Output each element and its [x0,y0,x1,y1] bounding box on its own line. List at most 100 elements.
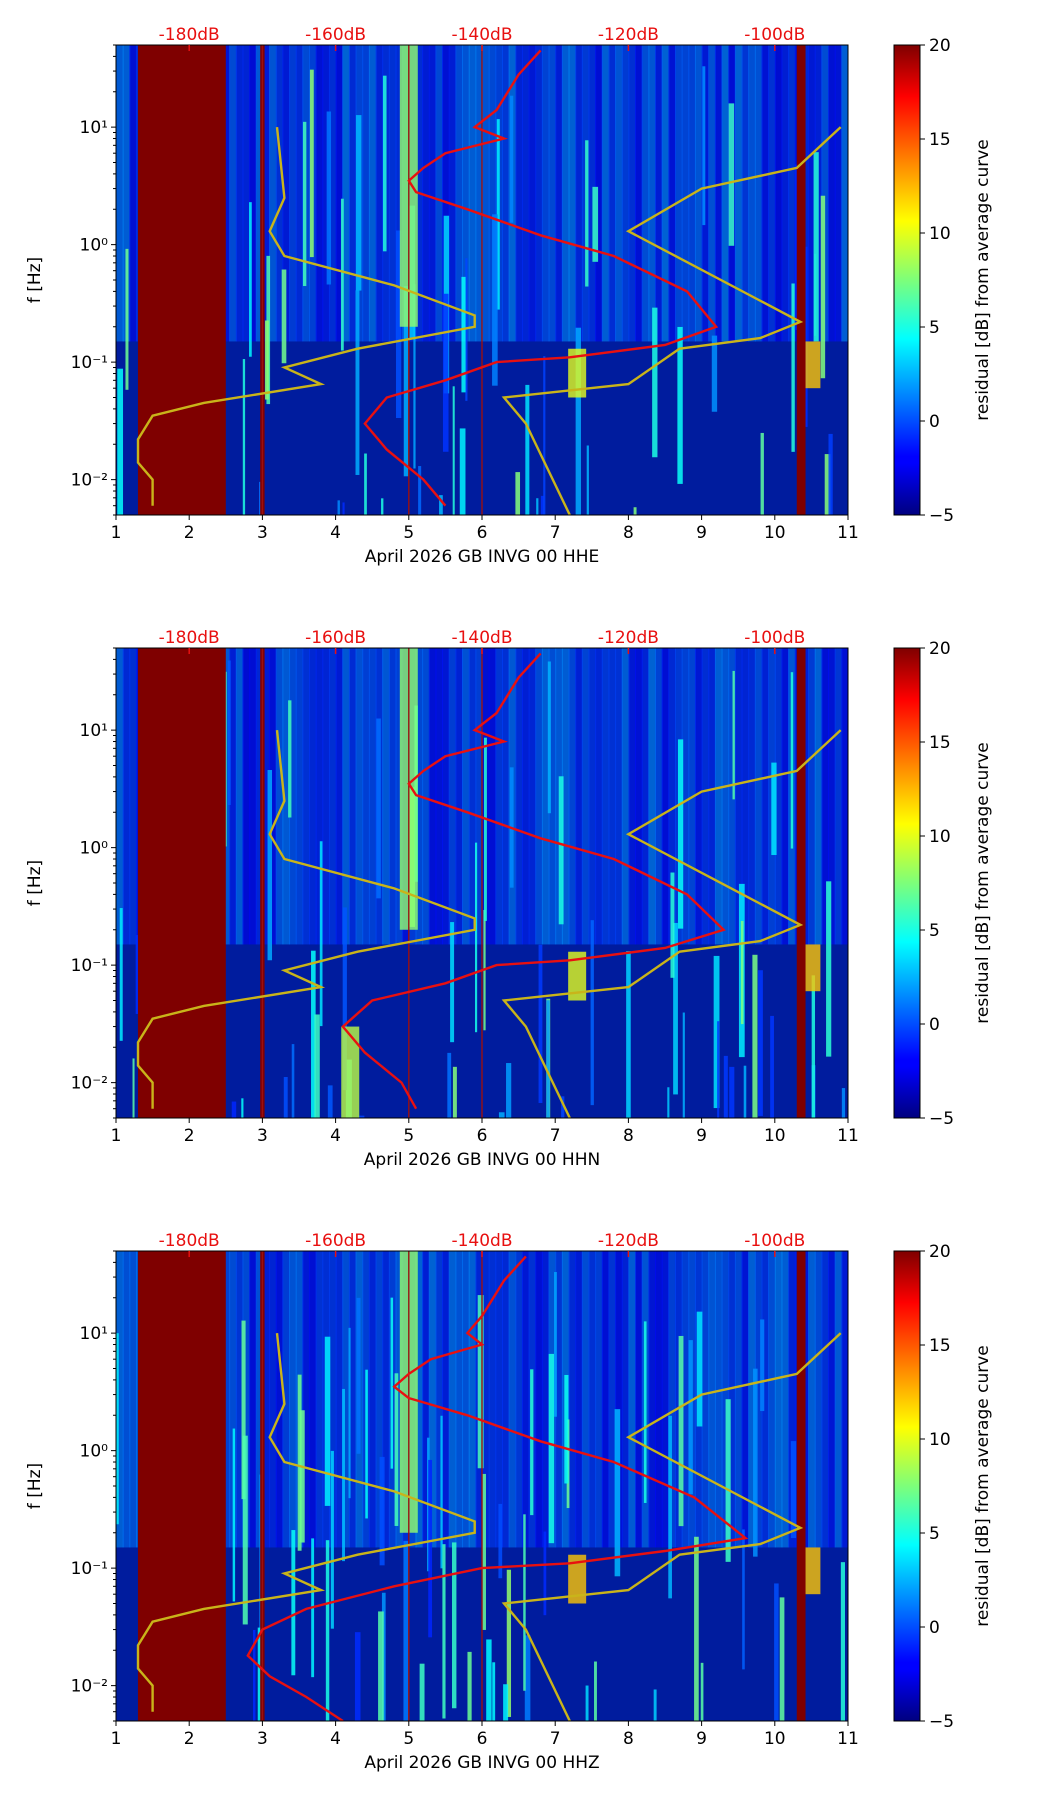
curve-3 [501,126,842,515]
x-tick-label: 11 [837,1729,859,1749]
colorbar-tick-label: 15 [929,1336,951,1356]
x-tick-label: 6 [477,523,488,543]
x-tick-label: 9 [696,1126,707,1146]
x-tick-label: 5 [403,1126,414,1146]
colorbar-tick-label: 5 [929,1524,940,1544]
x-tick-label: 7 [550,1729,561,1749]
x-tick-label: 8 [623,1126,634,1146]
colorbar-label: residual [dB] from average curve [973,1345,993,1626]
colorbar-tick-label: −5 [929,506,954,526]
colorbar-tick-label: 20 [929,36,951,56]
curve-3 [501,729,842,1118]
colorbar-tick-label: 15 [929,733,951,753]
x-tick-label: 9 [696,523,707,543]
x-tick-label: 8 [623,523,634,543]
x-tick-label: 2 [184,1126,195,1146]
y-axis-label: f [Hz] [25,1463,45,1509]
x-axis-label: April 2026 GB INVG 00 HHE [365,547,599,567]
db-scale-label: -120dB [598,25,659,45]
x-axis-label: April 2026 GB INVG 00 HHN [364,1150,600,1170]
colorbar-tick-label: 5 [929,318,940,338]
colorbar-label: residual [dB] from average curve [973,139,993,420]
db-scale-label: -140dB [451,1231,512,1251]
heatmap-area [116,45,848,515]
x-tick-label: 1 [111,1729,122,1749]
y-tick-label: 10⁻¹ [71,1559,108,1579]
x-tick-label: 7 [550,1126,561,1146]
db-scale-label: -100dB [744,25,805,45]
colorbar-tick-label: 10 [929,224,951,244]
panel-1: 1 2 3 4 5 6 7 8 9 10 11 April 2026 GB INVG 00 HHE 10… [25,25,993,567]
colorbar [893,1250,921,1722]
y-tick-label: 10¹ [80,721,108,741]
colorbar-tick-label: 15 [929,130,951,150]
x-tick-label: 10 [764,1729,786,1749]
y-tick-label: 10⁻¹ [71,956,108,976]
panel-2: 1 2 3 4 5 6 7 8 9 10 11 April 2026 GB INVG 00 HHN 10… [25,628,993,1170]
y-tick-label: 10⁻² [71,471,108,491]
y-axis-label: f [Hz] [25,860,45,906]
x-tick-label: 6 [477,1126,488,1146]
db-scale-label: -120dB [598,1231,659,1251]
x-tick-label: 4 [330,1126,341,1146]
x-tick-label: 4 [330,1729,341,1749]
y-tick-label: 10⁰ [80,839,109,859]
curve-2 [136,1332,476,1712]
colorbar-tick-label: 0 [929,1015,940,1035]
colorbar-tick-label: 20 [929,1242,951,1262]
colorbar [893,647,921,1119]
curve-2 [136,729,476,1109]
curve-2 [136,126,476,506]
x-tick-label: 5 [403,523,414,543]
x-tick-label: 3 [257,1729,268,1749]
y-tick-label: 10⁻² [71,1677,108,1697]
db-scale-label: -180dB [159,1231,220,1251]
x-tick-label: 9 [696,1729,707,1749]
x-tick-label: 1 [111,1126,122,1146]
colorbar-tick-label: 5 [929,921,940,941]
heatmap-area [116,648,848,1118]
x-tick-label: 7 [550,523,561,543]
db-scale-label: -180dB [159,25,220,45]
x-tick-label: 3 [257,1126,268,1146]
colorbar-tick-label: 20 [929,639,951,659]
y-tick-label: 10¹ [80,118,108,138]
colorbar [893,44,921,516]
x-tick-label: 8 [623,1729,634,1749]
x-tick-label: 11 [837,1126,859,1146]
db-scale-label: -160dB [305,25,366,45]
colorbar-tick-label: 0 [929,412,940,432]
db-scale-label: -180dB [159,628,220,648]
db-scale-label: -140dB [451,628,512,648]
colorbar-tick-label: −5 [929,1712,954,1732]
db-scale-label: -140dB [451,25,512,45]
x-tick-label: 10 [764,523,786,543]
x-axis-label: April 2026 GB INVG 00 HHZ [364,1753,599,1773]
db-scale-label: -160dB [305,628,366,648]
heatmap-area [116,1251,848,1721]
x-tick-label: 3 [257,523,268,543]
y-tick-label: 10⁻¹ [71,353,108,373]
db-scale-label: -160dB [305,1231,366,1251]
x-tick-label: 4 [330,523,341,543]
panel-3: 1 2 3 4 5 6 7 8 9 10 11 April 2026 GB INVG 00 HHZ 10… [25,1231,993,1773]
x-tick-label: 6 [477,1729,488,1749]
curve-3 [501,1332,842,1721]
db-scale-label: -100dB [744,628,805,648]
colorbar-tick-label: 10 [929,827,951,847]
curve-1 [341,652,726,1110]
colorbar-tick-label: −5 [929,1109,954,1129]
curve-1 [363,49,719,507]
x-tick-label: 5 [403,1729,414,1749]
colorbar-tick-label: 10 [929,1430,951,1450]
y-tick-label: 10⁰ [80,1442,109,1462]
x-tick-label: 10 [764,1126,786,1146]
colorbar-tick-label: 0 [929,1618,940,1638]
y-tick-label: 10⁻² [71,1074,108,1094]
x-tick-label: 2 [184,1729,195,1749]
curve-1 [246,1255,749,1721]
colorbar-label: residual [dB] from average curve [973,742,993,1023]
x-tick-label: 2 [184,523,195,543]
x-tick-label: 11 [837,523,859,543]
